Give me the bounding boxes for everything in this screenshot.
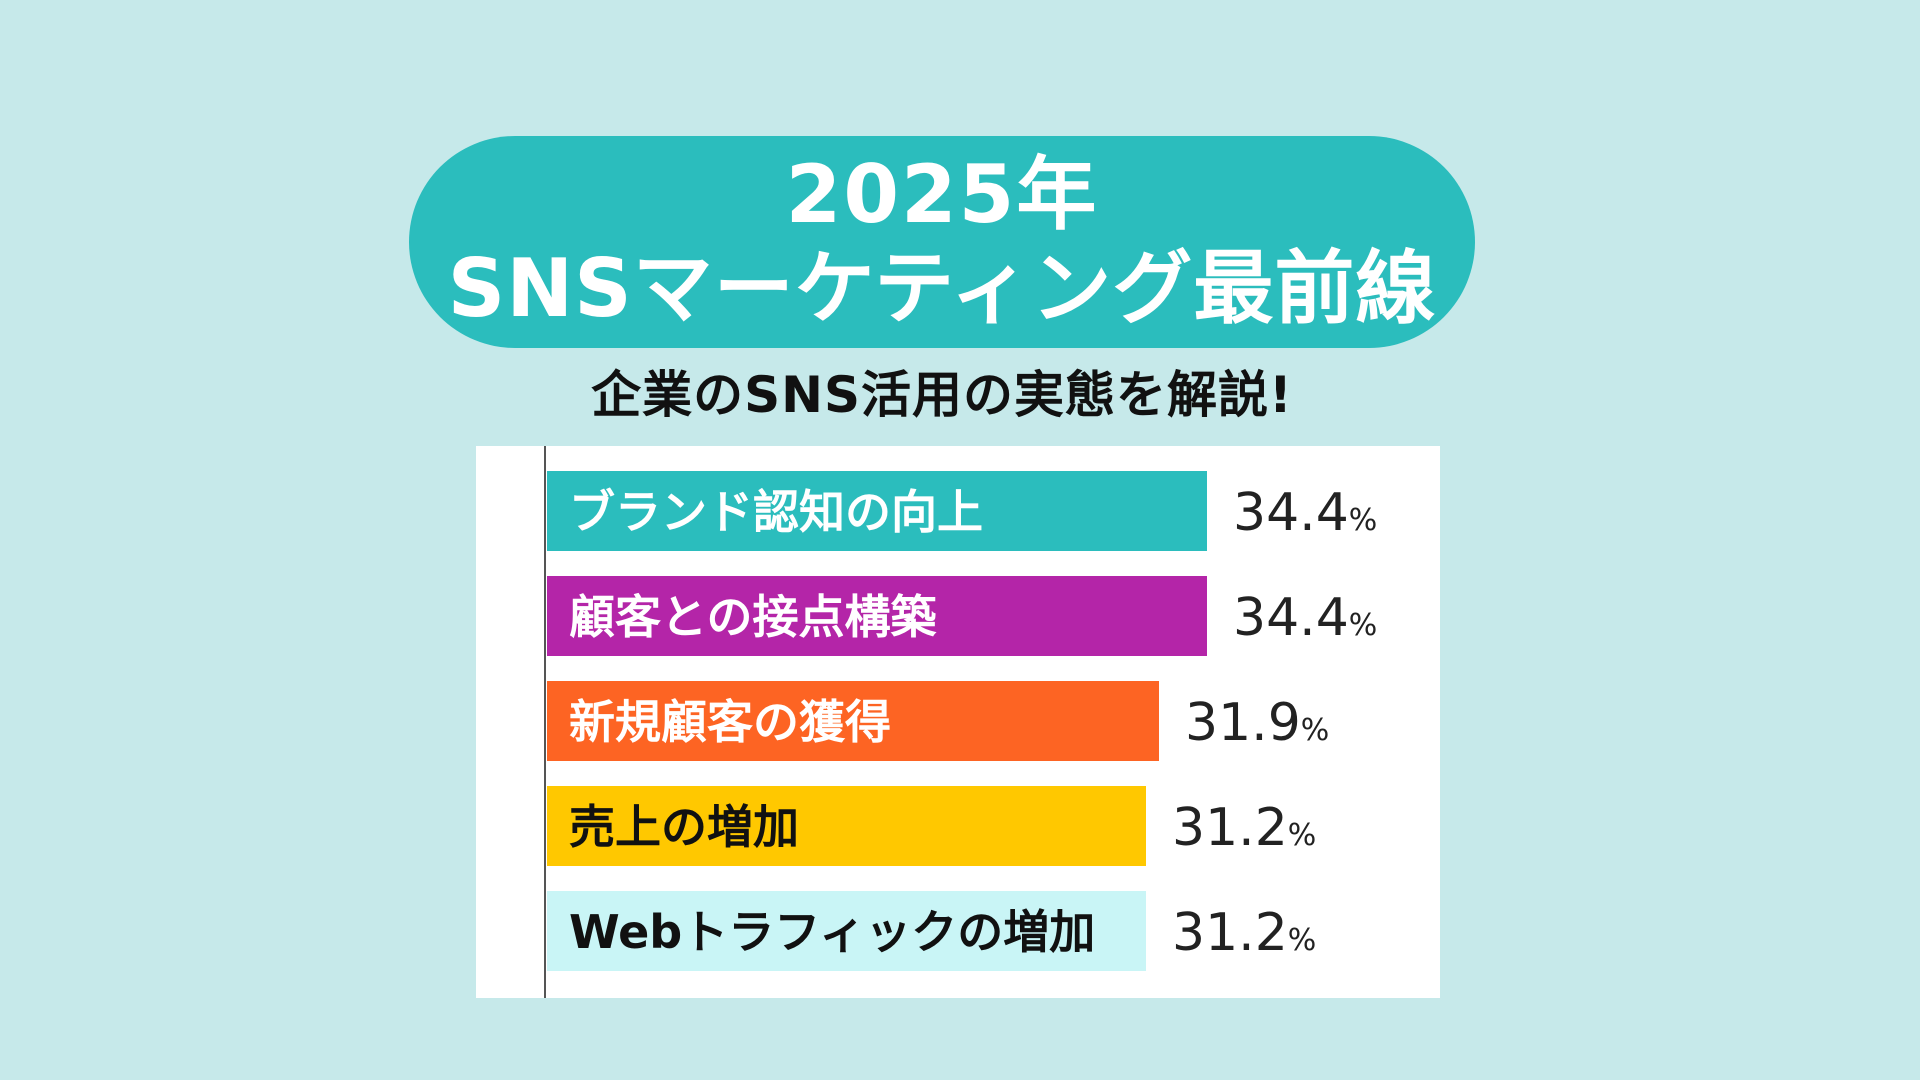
value-label-3: 31.9%	[1185, 693, 1329, 753]
subtitle: 企業のSNS活用の実態を解説!	[591, 366, 1293, 424]
bar-label-4: 売上の増加	[569, 800, 799, 854]
title-year: 2025年	[785, 148, 1099, 241]
value-label-5: 31.2%	[1172, 903, 1316, 963]
bar-4	[547, 786, 1146, 866]
bar-label-5: Webトラフィックの増加	[569, 905, 1095, 959]
bar-chart: ブランド認知の向上 34.4% 顧客との接点構築 34.4% 新規顧客の獲得 31.9% 売…	[544, 446, 1377, 998]
bar-1	[547, 471, 1207, 551]
bar-label-2: 顧客との接点構築	[569, 590, 938, 644]
value-label-2: 34.4%	[1233, 588, 1377, 648]
value-label-1: 34.4%	[1233, 483, 1377, 543]
bar-label-1: ブランド認知の向上	[569, 485, 983, 539]
bar-label-3: 新規顧客の獲得	[569, 695, 891, 749]
bar-chart-panel: ブランド認知の向上 34.4% 顧客との接点構築 34.4% 新規顧客の獲得 31.9% 売…	[476, 446, 1440, 998]
bar-3	[547, 681, 1159, 761]
title-banner: 2025年 SNSマーケティング最前線	[409, 136, 1475, 348]
bar-2	[547, 576, 1207, 656]
bar-5	[547, 891, 1146, 971]
title-main: SNSマーケティング最前線	[447, 242, 1437, 335]
value-label-4: 31.2%	[1172, 798, 1316, 858]
